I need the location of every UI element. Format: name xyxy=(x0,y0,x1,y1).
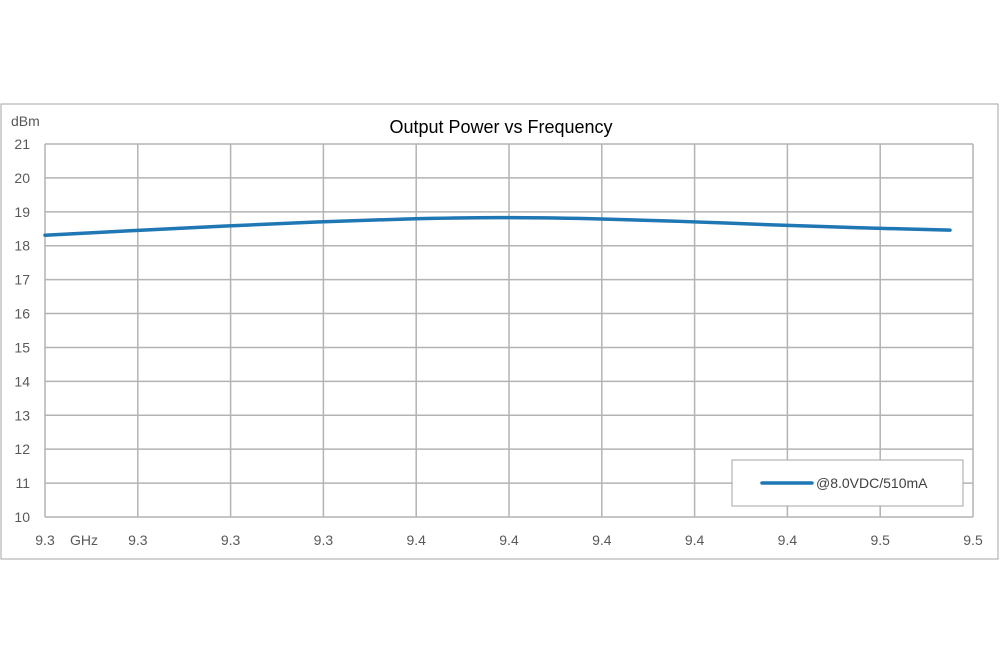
y-tick-label: 15 xyxy=(14,339,30,355)
x-tick-label: 9.3 xyxy=(35,532,55,548)
x-tick-label: 9.4 xyxy=(778,532,798,548)
x-tick-label: 9.3 xyxy=(314,532,334,548)
y-axis-label: dBm xyxy=(11,113,40,129)
x-tick-label: 9.4 xyxy=(406,532,426,548)
y-tick-label: 20 xyxy=(14,170,30,186)
series-lines xyxy=(43,215,952,237)
series-line xyxy=(43,215,952,237)
x-tick-label: 9.4 xyxy=(685,532,705,548)
y-tick-label: 18 xyxy=(14,238,30,254)
y-tick-label: 13 xyxy=(14,407,30,423)
x-tick-labels: 9.3 9.3 9.3 9.3 9.4 9.4 9.4 9.4 9.4 9.5 9.5 xyxy=(35,532,983,548)
y-tick-label: 21 xyxy=(14,136,30,152)
chart-title: Output Power vs Frequency xyxy=(389,117,612,137)
y-tick-label: 17 xyxy=(14,272,30,288)
x-axis-label: GHz xyxy=(70,532,98,548)
y-tick-label: 14 xyxy=(14,373,30,389)
x-tick-label: 9.4 xyxy=(592,532,612,548)
legend: @8.0VDC/510mA xyxy=(731,459,964,507)
y-tick-label: 19 xyxy=(14,204,30,220)
y-tick-label: 12 xyxy=(14,441,30,457)
y-tick-labels: 10 11 12 13 14 15 16 17 18 19 20 21 xyxy=(14,136,30,525)
x-tick-label: 9.3 xyxy=(221,532,241,548)
x-tick-label: 9.5 xyxy=(870,532,890,548)
x-tick-label: 9.5 xyxy=(963,532,983,548)
grid xyxy=(44,143,974,518)
x-tick-label: 9.4 xyxy=(499,532,519,548)
y-tick-label: 10 xyxy=(14,509,30,525)
x-tick-label: 9.3 xyxy=(128,532,148,548)
y-tick-label: 16 xyxy=(14,306,30,322)
y-tick-label: 11 xyxy=(15,475,30,491)
legend-label: @8.0VDC/510mA xyxy=(816,475,928,491)
